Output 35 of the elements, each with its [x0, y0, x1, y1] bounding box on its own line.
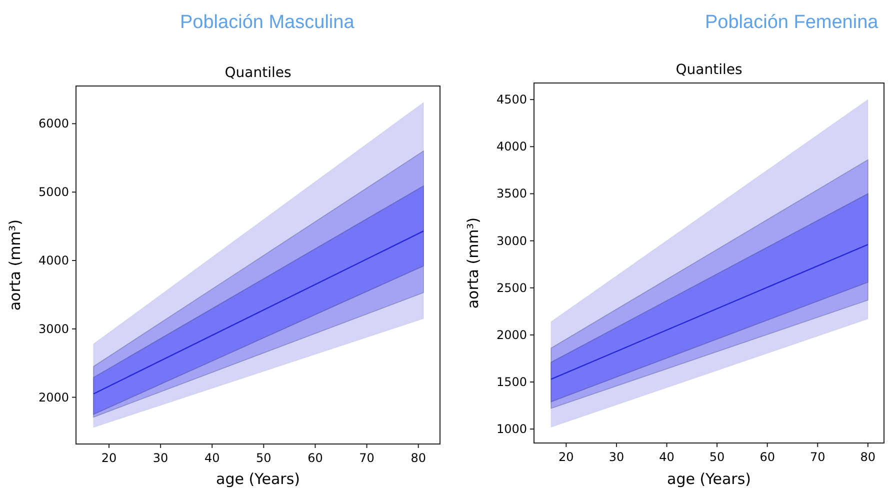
- y-tick-label: 3000: [496, 234, 527, 248]
- y-tick-label: 2000: [496, 328, 527, 342]
- x-tick-label: 80: [410, 451, 426, 465]
- x-tick-label: 80: [860, 450, 876, 464]
- y-tick-label: 4000: [38, 253, 69, 268]
- x-tick-label: 60: [760, 450, 775, 464]
- x-tick-label: 20: [558, 450, 574, 464]
- y-tick-label: 4500: [496, 92, 527, 107]
- y-tick-label: 1500: [496, 374, 527, 389]
- x-tick-label: 20: [101, 451, 117, 465]
- chart-subtitle: Quantiles: [224, 65, 292, 81]
- x-tick-label: 40: [659, 450, 674, 464]
- x-tick-label: 60: [308, 451, 323, 465]
- y-tick-label: 6000: [38, 116, 69, 131]
- y-axis-title: aorta (mm³): [464, 217, 482, 309]
- chart-title: Población Femenina: [705, 12, 879, 33]
- x-tick-label: 70: [810, 450, 826, 464]
- y-tick-label: 1000: [496, 422, 527, 436]
- x-tick-label: 50: [256, 451, 272, 465]
- y-tick-label: 2000: [38, 390, 69, 404]
- y-tick-label: 5000: [38, 185, 69, 200]
- y-tick-label: 2500: [496, 280, 527, 295]
- y-tick-label: 3500: [496, 186, 527, 201]
- x-tick-label: 30: [152, 451, 168, 465]
- x-axis-title: age (Years): [216, 470, 300, 488]
- x-axis-title: age (Years): [667, 470, 751, 488]
- y-tick-label: 4000: [496, 140, 527, 154]
- x-tick-label: 50: [709, 450, 725, 464]
- x-tick-label: 70: [359, 451, 374, 465]
- chart-subtitle: Quantiles: [676, 62, 742, 78]
- chart-title: Población Masculina: [180, 12, 355, 33]
- x-tick-label: 40: [204, 451, 220, 465]
- y-tick-label: 3000: [38, 322, 69, 336]
- x-tick-label: 30: [608, 450, 624, 464]
- y-axis-title: aorta (mm³): [6, 219, 24, 311]
